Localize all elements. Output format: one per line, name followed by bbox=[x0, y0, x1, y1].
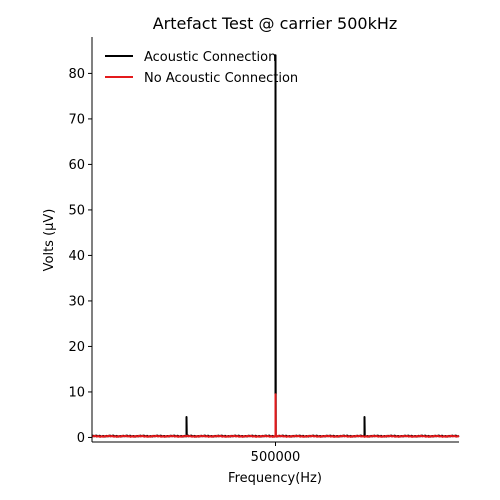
y-tick-label: 80 bbox=[68, 67, 85, 82]
legend-label: No Acoustic Connection bbox=[144, 71, 298, 86]
x-tick-label: 500000 bbox=[251, 450, 301, 465]
y-tick-label: 30 bbox=[68, 294, 85, 309]
y-axis-ticks: 0 10 20 30 40 50 60 70 80 bbox=[68, 67, 92, 446]
legend: Acoustic Connection No Acoustic Connectio… bbox=[105, 50, 298, 86]
y-tick-label: 70 bbox=[68, 112, 85, 127]
series-line-1 bbox=[91, 54, 460, 438]
x-axis-label: Frequency(Hz) bbox=[228, 471, 322, 486]
y-tick-label: 60 bbox=[68, 158, 85, 173]
y-tick-label: 50 bbox=[68, 203, 85, 218]
series-line-2 bbox=[91, 393, 460, 438]
legend-label: Acoustic Connection bbox=[144, 50, 276, 65]
y-tick-label: 10 bbox=[68, 385, 85, 400]
y-tick-label: 40 bbox=[68, 249, 85, 264]
chart-title: Artefact Test @ carrier 500kHz bbox=[153, 14, 398, 33]
y-axis-label: Volts (μV) bbox=[42, 209, 57, 272]
x-axis-ticks: 500000 bbox=[251, 442, 301, 465]
plot-area bbox=[91, 54, 460, 438]
y-tick-label: 0 bbox=[77, 431, 85, 446]
y-tick-label: 20 bbox=[68, 340, 85, 355]
